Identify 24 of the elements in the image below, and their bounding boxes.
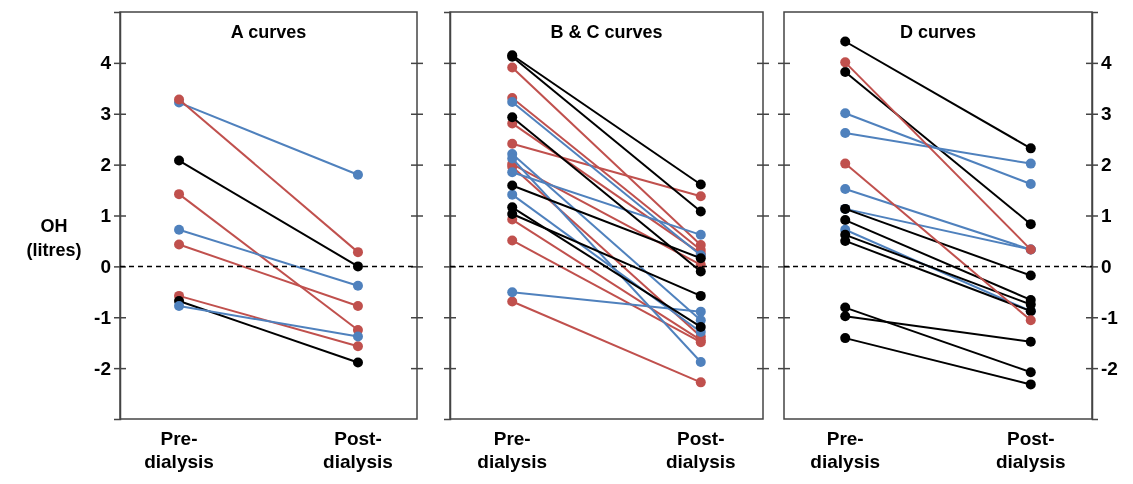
x-tick-label: Post- dialysis bbox=[995, 428, 1066, 472]
y-axis-title: OH (litres) bbox=[26, 216, 82, 260]
x-tick-label: Pre- dialysis bbox=[477, 428, 548, 472]
y-tick-label: 0 bbox=[100, 255, 111, 277]
y-tick-label: -2 bbox=[94, 357, 111, 379]
x-tick-label: Pre- dialysis bbox=[144, 428, 214, 472]
y-tick-label: -1 bbox=[1101, 306, 1119, 328]
y-tick-label: 4 bbox=[1101, 52, 1112, 74]
y-tick-label: 0 bbox=[1101, 255, 1112, 277]
y-tick-label: -1 bbox=[94, 306, 112, 328]
y-tick-label: 2 bbox=[1101, 154, 1112, 176]
x-tick-label: Pre- dialysis bbox=[810, 428, 881, 472]
text: B & C curves bbox=[550, 22, 663, 42]
y-tick-label: -2 bbox=[1101, 357, 1118, 379]
y-tick-label: 2 bbox=[100, 154, 111, 176]
text: D curves bbox=[899, 22, 977, 42]
y-tick-label: 3 bbox=[1101, 103, 1112, 125]
y-tick-label: 4 bbox=[100, 52, 112, 74]
text: A curves bbox=[230, 22, 307, 42]
x-tick-label: Post- dialysis bbox=[323, 428, 393, 472]
x-tick-label: Post- dialysis bbox=[665, 428, 736, 472]
y-tick-label: 1 bbox=[100, 205, 112, 227]
y-tick-label: 3 bbox=[100, 103, 111, 125]
y-tick-label: 1 bbox=[1101, 205, 1112, 227]
